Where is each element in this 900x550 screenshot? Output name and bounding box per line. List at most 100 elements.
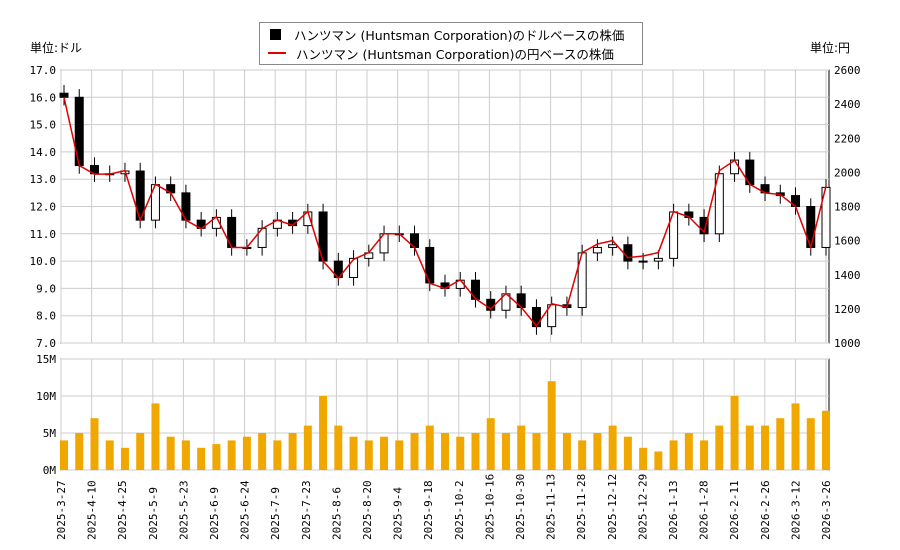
y-left-tick-label: 13.0 xyxy=(30,173,57,186)
candle xyxy=(638,260,648,263)
legend-usd: ハンツマン (Huntsman Corporation)のドルベースの株価 xyxy=(294,27,625,43)
volume-bar xyxy=(456,436,465,470)
volume-bar xyxy=(105,440,114,470)
volume-bar xyxy=(700,440,709,470)
y-left-tick-label: 15.0 xyxy=(30,119,57,132)
volume-bar xyxy=(227,440,236,470)
volume-bar xyxy=(623,436,632,470)
y-right-tick-label: 1800 xyxy=(834,201,861,214)
x-tick-label: 2025-9-18 xyxy=(422,480,435,540)
x-tick-label: 2025-8-6 xyxy=(330,487,343,540)
y-right-tick-label: 1400 xyxy=(834,269,861,282)
x-tick-label: 2025-10-16 xyxy=(483,474,496,540)
volume-bar xyxy=(730,396,739,470)
x-tick-label: 2026-2-11 xyxy=(728,480,741,540)
volume-bar xyxy=(242,436,251,470)
x-tick-label: 2025-10-2 xyxy=(453,480,466,540)
y-right-tick-label: 2200 xyxy=(834,132,861,145)
candle xyxy=(531,307,541,328)
x-tick-label: 2025-7-9 xyxy=(269,487,282,540)
y-right-tick-label: 2000 xyxy=(834,166,861,179)
volume-bar xyxy=(425,425,434,470)
volume-bar xyxy=(471,433,480,470)
volume-bar xyxy=(684,433,693,470)
volume-bar xyxy=(745,425,754,470)
volume-bar xyxy=(120,447,129,470)
black-square-icon xyxy=(270,28,281,40)
volume-bar xyxy=(822,410,830,470)
volume-bar xyxy=(517,425,526,470)
volume-bar xyxy=(669,440,678,470)
volume-bar xyxy=(166,436,175,470)
volume-bar xyxy=(441,433,449,470)
volume-bar xyxy=(761,425,770,470)
x-tick-label: 2025-12-12 xyxy=(606,474,619,540)
volume-tick-label: 0M xyxy=(43,464,57,477)
candle xyxy=(699,216,709,235)
x-tick-label: 2025-4-10 xyxy=(86,480,99,540)
candle xyxy=(59,92,69,98)
candle xyxy=(653,257,663,262)
x-tick-label: 2025-12-29 xyxy=(636,474,649,540)
candle xyxy=(592,246,602,254)
legend-jpy: ハンツマン (Huntsman Corporation)の円ベースの株価 xyxy=(296,46,614,62)
volume-bar xyxy=(639,447,648,470)
y-left-tick-label: 8.0 xyxy=(36,310,56,323)
x-tick-label: 2026-1-13 xyxy=(667,480,680,540)
volume-bar xyxy=(776,418,785,470)
volume-bar xyxy=(578,440,587,470)
yen-price-line xyxy=(63,97,827,328)
candle xyxy=(349,257,359,278)
volume-bar xyxy=(90,418,99,470)
volume-bar xyxy=(319,396,328,470)
volume-bar xyxy=(547,381,556,470)
x-tick-label: 2026-3-26 xyxy=(820,480,833,540)
volume-bar xyxy=(181,440,190,470)
volume-bar xyxy=(334,425,343,470)
y-right-tick-label: 1200 xyxy=(834,303,861,316)
right-unit-label: 単位:円 xyxy=(810,41,851,55)
volume-tick-label: 5M xyxy=(43,427,57,440)
volume-bar xyxy=(288,433,297,470)
volume-bar xyxy=(501,433,510,470)
volume-bar xyxy=(258,433,267,470)
y-right-tick-label: 1000 xyxy=(834,337,861,350)
x-tick-label: 2025-6-24 xyxy=(239,480,252,540)
volume-bar xyxy=(562,433,571,470)
volume-bar xyxy=(197,447,206,470)
volume-bar xyxy=(532,433,541,470)
y-right-tick-label: 2600 xyxy=(834,64,861,77)
volume-bar xyxy=(791,403,800,470)
x-tick-label: 2025-3-27 xyxy=(55,480,68,540)
volume-bar xyxy=(60,440,68,470)
volume-bar xyxy=(410,433,419,470)
x-tick-label: 2026-1-28 xyxy=(698,480,711,540)
volume-bar xyxy=(303,425,312,470)
legend: ハンツマン (Huntsman Corporation)のドルベースの株価 ハン… xyxy=(259,22,643,65)
y-left-tick-label: 17.0 xyxy=(30,64,57,77)
volume-tick-label: 10M xyxy=(36,390,56,403)
candle xyxy=(623,244,633,262)
x-tick-label: 2026-2-26 xyxy=(759,480,772,540)
y-left-tick-label: 10.0 xyxy=(30,255,57,268)
volume-bar xyxy=(151,403,160,470)
y-left-tick-label: 9.0 xyxy=(36,282,56,295)
x-tick-label: 2025-5-23 xyxy=(177,480,190,540)
y-right-tick-label: 1600 xyxy=(834,235,861,248)
volume-bar xyxy=(715,425,724,470)
x-tick-label: 2025-9-4 xyxy=(392,487,405,540)
volume-bar xyxy=(608,425,617,470)
y-left-tick-label: 11.0 xyxy=(30,228,57,241)
x-tick-label: 2025-11-13 xyxy=(545,474,558,540)
y-left-tick-label: 7.0 xyxy=(36,337,56,350)
x-tick-label: 2025-11-28 xyxy=(575,474,588,540)
x-tick-label: 2025-4-25 xyxy=(116,480,129,540)
y-right-tick-label: 2400 xyxy=(834,98,861,111)
volume-tick-label: 15M xyxy=(36,353,56,366)
volume-bar xyxy=(75,433,84,470)
volume-bar xyxy=(136,433,145,470)
volume-bar xyxy=(349,436,358,470)
x-tick-label: 2025-8-20 xyxy=(361,480,374,540)
